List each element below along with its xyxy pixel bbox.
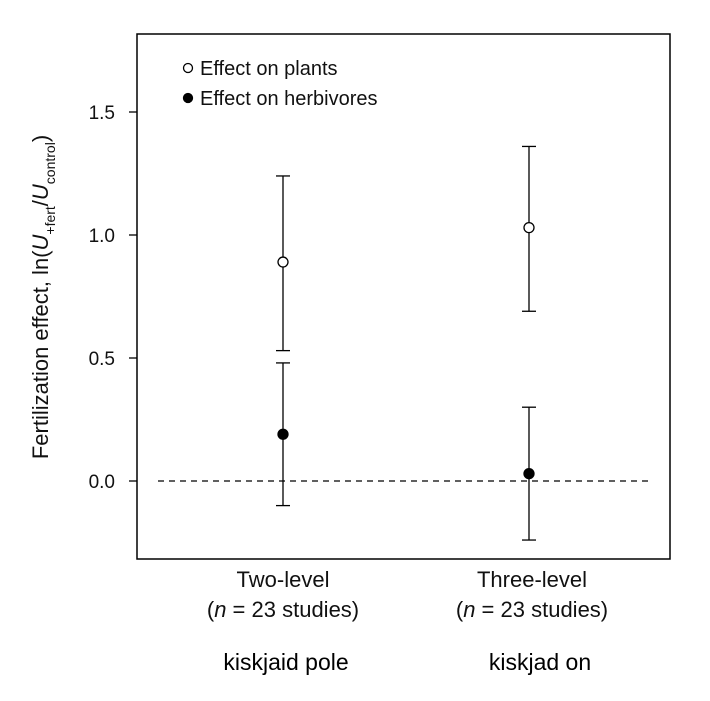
annotation-three-level: kiskjad on [489,649,591,675]
x-axis-categories: Two-level (n = 23 studies) Three-level (… [207,567,608,622]
legend-marker-herbivores [182,92,194,104]
category-n-three-level: (n = 23 studies) [456,597,608,622]
y-axis-ticks: 0.0 0.5 1.0 1.5 [89,103,137,493]
annotation-two-level: kiskjaid pole [223,649,348,675]
category-n-two-level: (n = 23 studies) [207,597,359,622]
category-label-two-level: Two-level [237,567,330,592]
legend-marker-plants [182,62,194,74]
point-herbivores [523,467,535,480]
legend-label-plants: Effect on plants [200,58,338,80]
legend: Effect on plants Effect on herbivores [182,58,378,110]
y-axis-label: Fertilization effect, ln(U+fert/Ucontrol… [28,135,58,459]
y-tick-label: 1.0 [89,226,115,247]
y-tick-label: 1.5 [89,103,115,124]
category-label-three-level: Three-level [477,567,587,592]
y-tick-label: 0.0 [89,472,115,493]
point-herbivores [277,428,289,440]
point-plants [277,256,289,268]
data-marks [276,145,536,541]
plot-frame [136,33,671,560]
legend-label-herbivores: Effect on herbivores [200,88,378,110]
point-plants [523,221,535,234]
y-tick-label: 0.5 [89,349,115,370]
